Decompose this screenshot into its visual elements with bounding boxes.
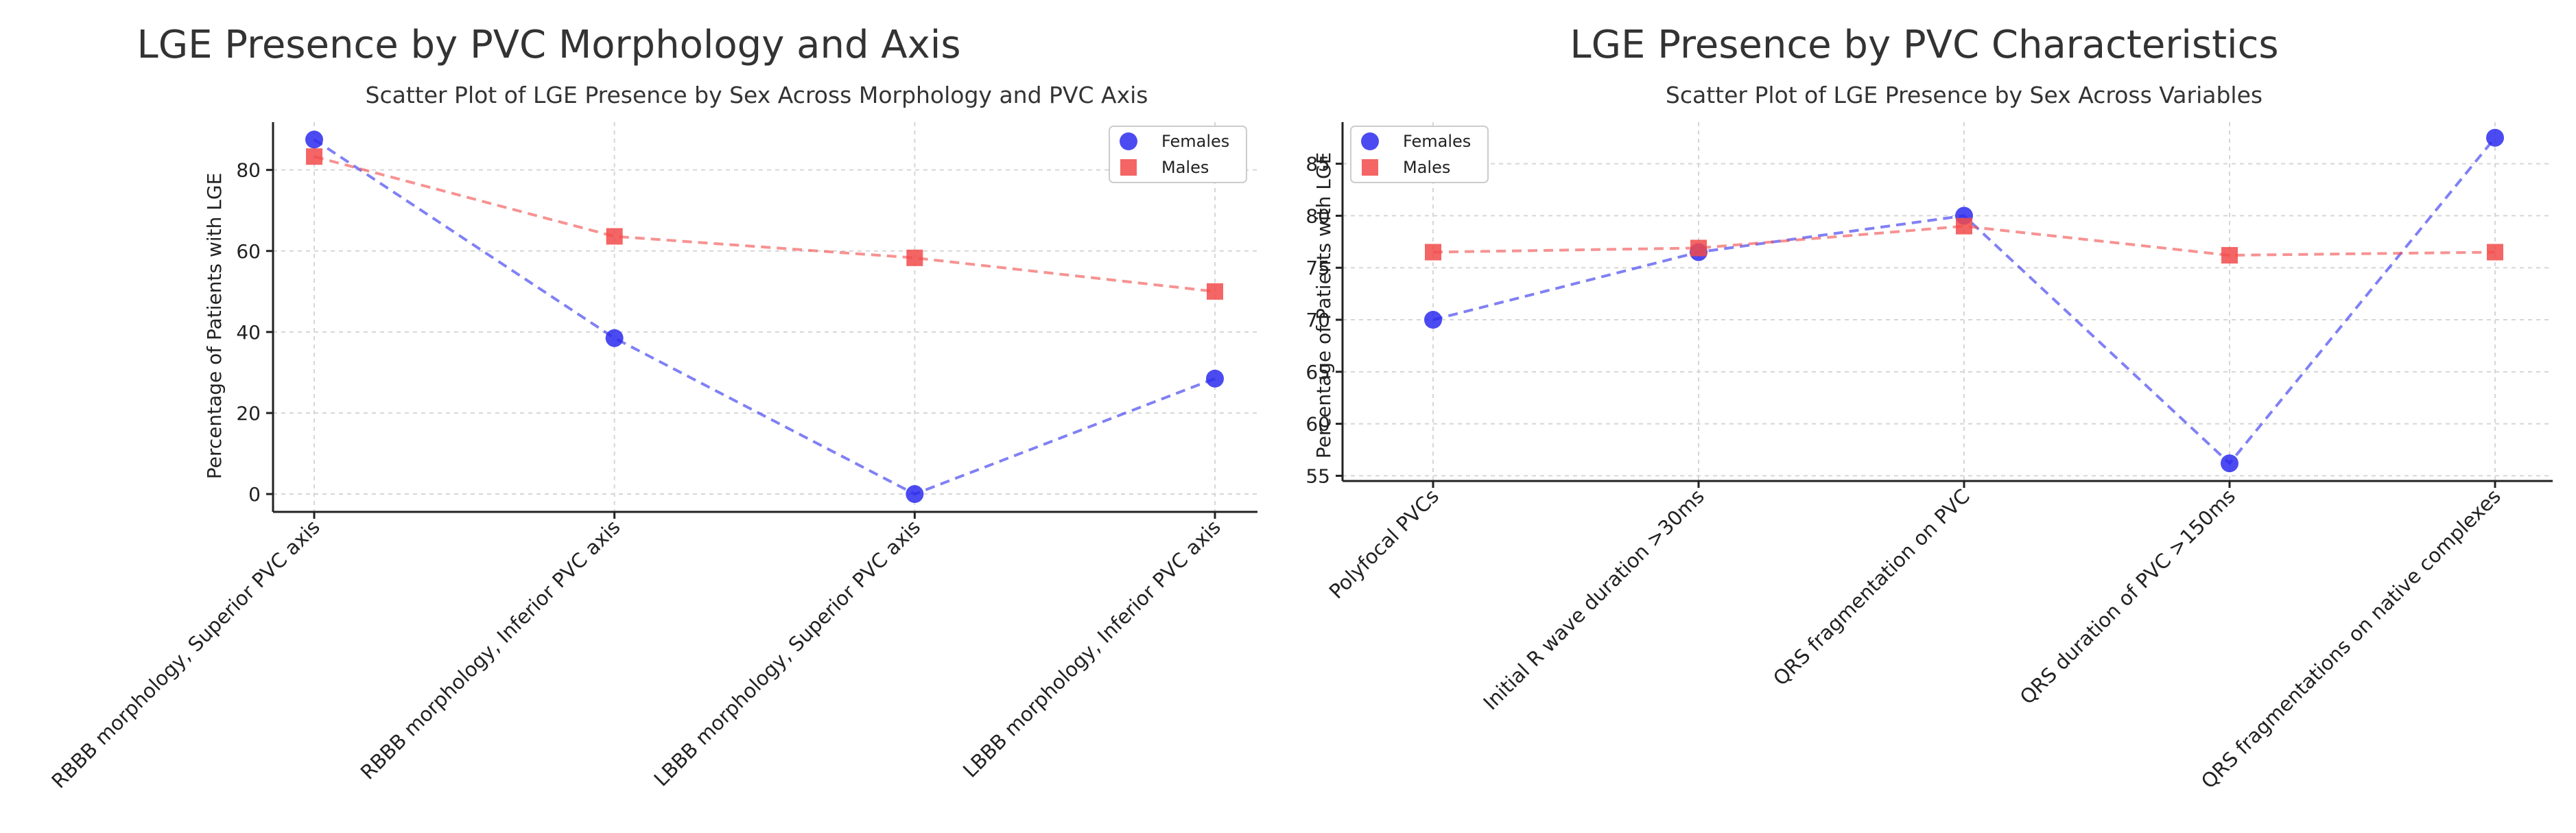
grid-lines xyxy=(273,122,1257,512)
data-point-females xyxy=(1424,311,1442,329)
data-point-females xyxy=(2221,454,2238,473)
x-tick-label: LBBB morphology, Superior PVC axis xyxy=(650,515,925,791)
axes xyxy=(1341,122,2553,482)
chart-title: LGE Presence by PVC Morphology and Axis xyxy=(137,23,961,67)
series-line-males xyxy=(1432,224,2496,257)
data-point-females xyxy=(906,485,924,504)
y-tick-label: 85 xyxy=(1305,153,1330,176)
series-line-females xyxy=(1432,137,2496,466)
data-point-males xyxy=(306,148,322,165)
chart-subtitle: Scatter Plot of LGE Presence by Sex Acro… xyxy=(1666,82,2262,108)
x-tick-label: LBBB morphology, Inferior PVC axis xyxy=(958,515,1225,782)
y-axis-label: Percentage of Patients with LGE xyxy=(203,173,226,480)
legend-marker-males xyxy=(1120,159,1137,176)
y-tick-label: 60 xyxy=(1305,413,1330,436)
legend-marker-females xyxy=(1120,132,1137,150)
chart-subtitle: Scatter Plot of LGE Presence by Sex Acro… xyxy=(366,82,1148,108)
data-point-males xyxy=(2221,247,2238,264)
y-tick-label: 40 xyxy=(236,321,261,344)
y-tick-label: 0 xyxy=(248,483,261,506)
x-tick-label: QRS fragmentation on PVC xyxy=(1769,484,1974,690)
legend: Females Males xyxy=(1109,126,1247,183)
chart-right-svg: LGE Presence by PVC Characteristics Scat… xyxy=(1305,23,2553,793)
y-tick-label: 60 xyxy=(236,240,261,263)
x-tick-label: Initial R wave duration >30ms xyxy=(1479,484,1709,714)
y-tick-label: 55 xyxy=(1305,465,1330,487)
data-point-males xyxy=(1956,218,1972,235)
data-point-females xyxy=(2486,128,2504,147)
data-series xyxy=(305,130,1224,504)
legend-box xyxy=(1350,126,1489,183)
data-point-males xyxy=(1207,283,1223,300)
y-tick-label: 65 xyxy=(1305,361,1330,384)
legend-label: Females xyxy=(1403,132,1471,151)
axes xyxy=(272,122,1257,513)
y-tick-label: 80 xyxy=(1305,204,1330,227)
y-tick-label: 70 xyxy=(1305,309,1330,331)
chart-left-svg: LGE Presence by PVC Morphology and Axis … xyxy=(47,23,1257,793)
y-tick-label: 80 xyxy=(236,159,261,182)
data-point-females xyxy=(1206,369,1224,388)
data-point-males xyxy=(1425,244,1441,261)
data-point-females xyxy=(605,329,624,347)
y-ticks: 0 20 40 60 80 xyxy=(236,159,273,506)
data-point-males xyxy=(906,249,923,266)
series-line-males xyxy=(314,155,1216,293)
data-point-males xyxy=(1690,239,1707,257)
x-tick-label: QRS duration of PVC >150ms xyxy=(2016,484,2240,709)
legend-marker-males xyxy=(1362,159,1378,176)
y-ticks: 55 60 65 70 75 80 85 xyxy=(1305,153,1343,487)
series-line-females xyxy=(313,138,1216,496)
x-tick-label: RBBB morphology, Superior PVC axis xyxy=(47,515,324,793)
x-tick-label: Polyfocal PVCs xyxy=(1325,484,1443,603)
y-tick-label: 20 xyxy=(236,402,261,425)
y-tick-label: 75 xyxy=(1305,257,1330,279)
legend-label: Males xyxy=(1161,158,1209,177)
x-ticks: RBBB morphology, Superior PVC axis RBBB m… xyxy=(47,512,1225,793)
data-point-males xyxy=(2487,244,2503,261)
x-tick-label: RBBB morphology, Inferior PVC axis xyxy=(356,515,625,784)
legend-label: Females xyxy=(1161,132,1229,151)
x-tick-label: QRS fragmentations on native complexes xyxy=(2197,484,2505,793)
legend: Females Males xyxy=(1350,126,1489,183)
grid-lines xyxy=(1343,122,2553,481)
y-axis-label: Percentage of Patients with LGE xyxy=(1312,152,1335,459)
chart-title: LGE Presence by PVC Characteristics xyxy=(1570,23,2278,67)
chart-panel-right: LGE Presence by PVC Characteristics Scat… xyxy=(1288,0,2576,833)
data-point-females xyxy=(305,130,323,149)
chart-panel-left: LGE Presence by PVC Morphology and Axis … xyxy=(47,23,1257,793)
data-point-males xyxy=(606,228,623,245)
x-ticks: Polyfocal PVCs Initial R wave duration >3… xyxy=(1325,481,2505,793)
legend-label: Males xyxy=(1403,158,1450,177)
legend-marker-females xyxy=(1361,132,1379,150)
legend-box xyxy=(1109,126,1247,183)
data-series xyxy=(1424,128,2504,473)
